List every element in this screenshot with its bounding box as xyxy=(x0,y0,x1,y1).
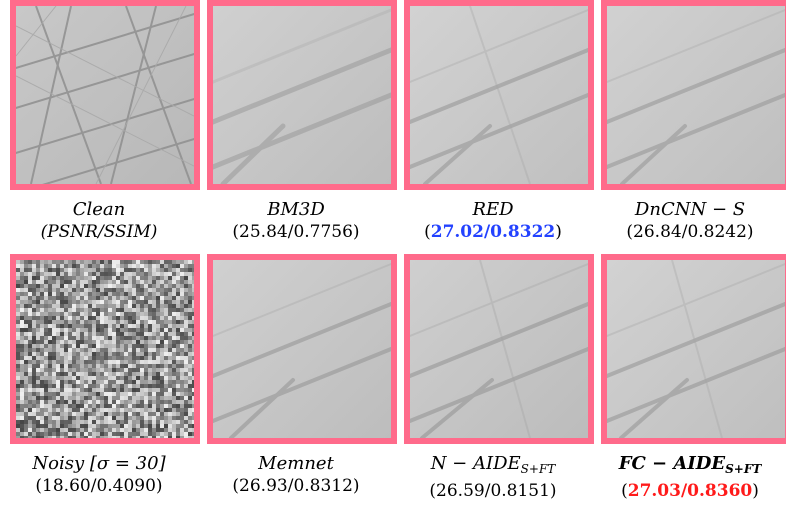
caption-fc-aide: FC − AIDES+FT (27.03/0.8360) xyxy=(595,453,785,502)
caption-noisy: Noisy [σ = 30] (18.60/0.4090) xyxy=(4,453,194,497)
tile-memnet xyxy=(207,254,397,444)
caption-red: RED (27.02/0.8322) xyxy=(398,199,588,243)
caption-metric: (26.93/0.8312) xyxy=(232,476,360,496)
caption-name: DnCNN − S xyxy=(634,199,746,220)
caption-name: Memnet xyxy=(258,453,334,474)
method-subscript: S+FT xyxy=(725,462,762,476)
memnet-texture xyxy=(213,260,391,438)
tile-noisy xyxy=(10,254,200,444)
caption-clean: Clean (PSNR/SSIM) xyxy=(4,199,194,243)
fc-aide-texture xyxy=(607,260,785,438)
tile-n-aide xyxy=(404,254,594,444)
caption-metric: (26.59/0.8151) xyxy=(429,481,557,501)
caption-metric: (PSNR/SSIM) xyxy=(40,222,158,242)
comparison-figure: Clean (PSNR/SSIM) BM3D (25.84/0.7756) RE… xyxy=(10,0,786,509)
caption-metric: (18.60/0.4090) xyxy=(35,476,163,496)
tile-red xyxy=(404,0,594,190)
tile-dncnn-s xyxy=(601,0,786,190)
red-texture xyxy=(410,6,588,184)
caption-name: Clean xyxy=(72,199,126,220)
n-aide-texture xyxy=(410,260,588,438)
caption-metric: (26.84/0.8242) xyxy=(626,222,754,242)
caption-dncnn-s: DnCNN − S (26.84/0.8242) xyxy=(595,199,785,243)
caption-n-aide: N − AIDES+FT (26.59/0.8151) xyxy=(398,453,588,502)
caption-name: N − AIDES+FT xyxy=(398,453,588,480)
caption-name: RED xyxy=(472,199,514,220)
method-subscript: S+FT xyxy=(520,462,556,476)
caption-metric: (25.84/0.7756) xyxy=(232,222,360,242)
tile-fc-aide xyxy=(601,254,786,444)
caption-name: FC − AIDES+FT xyxy=(595,453,785,480)
method-name: N − AIDE xyxy=(430,453,521,474)
dncnn-texture xyxy=(607,6,785,184)
caption-memnet: Memnet (26.93/0.8312) xyxy=(201,453,391,497)
tile-bm3d xyxy=(207,0,397,190)
noisy-texture xyxy=(16,260,194,438)
best-metric: 27.03/0.8360 xyxy=(627,481,753,501)
caption-name: Noisy [σ = 30] xyxy=(32,453,166,474)
caption-metric: (27.03/0.8360) xyxy=(621,481,759,501)
method-name: FC − AIDE xyxy=(618,453,726,474)
tile-clean xyxy=(10,0,200,190)
caption-name: BM3D xyxy=(267,199,325,220)
second-best-metric: 27.02/0.8322 xyxy=(430,222,556,242)
bm3d-texture xyxy=(213,6,391,184)
caption-metric: (27.02/0.8322) xyxy=(424,222,562,242)
caption-bm3d: BM3D (25.84/0.7756) xyxy=(201,199,391,243)
clean-texture xyxy=(16,6,194,184)
